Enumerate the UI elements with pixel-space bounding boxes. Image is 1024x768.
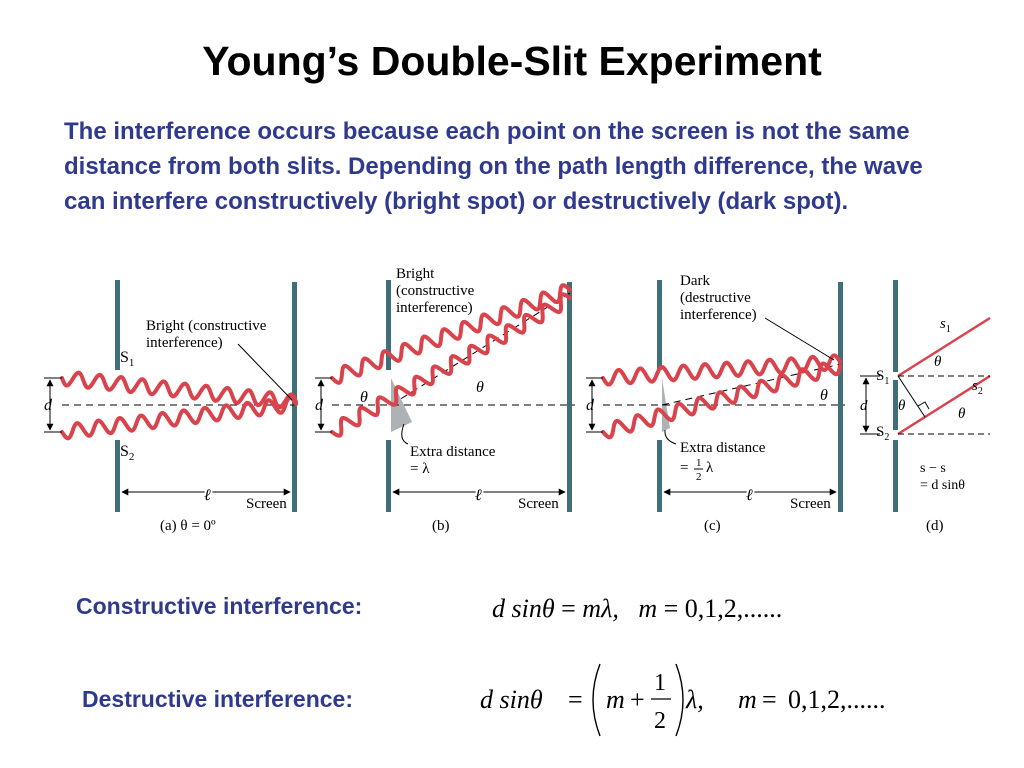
panel-a-caption: (a) θ = 0º <box>160 518 216 534</box>
panel-b: Bright (constructive interference) θ θ d E… <box>315 266 575 534</box>
destructive-eq: = <box>568 685 583 714</box>
panel-d-theta-c: θ <box>958 406 966 422</box>
panel-c-barrier-bottom <box>657 440 662 512</box>
panel-a-barrier-top <box>115 280 120 370</box>
constructive-rhs: mλ, <box>582 594 619 623</box>
panel-d-ray-s2 <box>897 374 991 436</box>
page-title: Young’s Double-Slit Experiment <box>202 38 822 84</box>
experiment-diagram: Bright (constructive interference) S1 S2 … <box>44 266 991 534</box>
destructive-values: 0,1,2,...... <box>788 685 886 714</box>
panel-d-barrier-top <box>893 280 898 372</box>
panel-c-extra-num: 1 <box>696 457 702 469</box>
destructive-lhs: d sin <box>480 685 530 714</box>
panel-c-pointer <box>764 317 835 361</box>
panel-d-right-angle <box>917 401 930 410</box>
panel-d: s1 s2 θ θ θ S1 S2 d s − s = d sinθ (d) <box>860 280 991 534</box>
panel-b-caption: (b) <box>432 518 450 534</box>
panel-c-extra-pointer <box>664 429 677 445</box>
panel-b-ell-label: ℓ <box>475 487 482 504</box>
panel-c-annotation: Dark (destructive interference) <box>680 273 757 323</box>
panel-b-barrier-top <box>386 280 391 370</box>
constructive-formula: d sinθ = mλ, m = 0,1,2,...... <box>492 594 782 624</box>
panel-b-d-label: d <box>315 397 324 414</box>
panel-a-wave-top <box>60 370 298 410</box>
panel-a-wave-bottom <box>60 395 298 441</box>
panel-c-extra-suffix: λ <box>706 460 714 476</box>
panel-a-ell-label: ℓ <box>204 487 211 504</box>
destructive-eq2: = <box>762 685 777 714</box>
destructive-m2: m <box>738 685 757 714</box>
panel-d-S1: S1 <box>876 368 889 387</box>
panel-d-perpendicular <box>897 375 926 418</box>
panel-c: Dark (destructive interference) θ d Extra … <box>586 273 845 534</box>
panel-a-pointer <box>237 343 293 401</box>
panel-a-s2: S2 <box>120 443 134 463</box>
constructive-values: 0,1,2,...... <box>684 594 783 623</box>
panel-c-extra-line1: Extra distance <box>680 440 766 456</box>
panel-d-theta-a: θ <box>934 354 942 370</box>
panel-c-screen <box>838 282 843 512</box>
panel-c-ell-label: ℓ <box>746 487 753 504</box>
panel-a-d-label: d <box>44 397 53 414</box>
destructive-theta: θ <box>530 685 543 714</box>
panel-b-screen-label: Screen <box>518 496 559 512</box>
intro-paragraph: The interference occurs because each poi… <box>64 118 923 215</box>
panel-b-extra: Extra distance = λ <box>410 444 496 477</box>
panel-d-diff: s − s = d sinθ <box>920 461 965 493</box>
panel-d-barrier-middle <box>893 380 898 430</box>
destructive-plus: + <box>630 685 645 714</box>
panel-b-theta-right: θ <box>476 379 484 396</box>
constructive-m: m <box>638 594 658 623</box>
destructive-paren-left <box>592 663 601 737</box>
panel-c-d-label: d <box>586 397 595 414</box>
panel-d-s2-label: s2 <box>972 378 983 397</box>
panel-a-annotation: Bright (constructive interference) <box>146 318 267 351</box>
panel-c-caption: (c) <box>704 518 721 534</box>
panel-c-theta-right: θ <box>820 387 828 404</box>
panel-a-barrier-bottom <box>115 440 120 512</box>
panel-a-screen-label: Screen <box>246 496 287 512</box>
destructive-paren-right <box>675 663 684 737</box>
panel-d-ray-s1 <box>897 316 991 378</box>
panel-d-s1-label: s1 <box>940 316 951 335</box>
panel-a-s1: S1 <box>120 349 134 369</box>
panel-b-barrier-bottom <box>386 440 391 512</box>
panel-b-annotation: Bright (constructive interference) <box>396 266 475 316</box>
panel-c-wave-bottom <box>601 361 842 440</box>
panel-a: Bright (constructive interference) S1 S2 … <box>44 280 300 534</box>
panel-d-S2: S2 <box>876 424 889 443</box>
panel-b-wave-bottom <box>330 292 572 438</box>
panel-d-barrier-bottom <box>893 440 898 512</box>
panel-c-extra-den: 2 <box>696 471 702 483</box>
destructive-label: Destructive interference: <box>82 686 353 712</box>
constructive-lhs: d sin <box>492 594 542 623</box>
panel-c-barrier-top <box>657 280 662 370</box>
destructive-lambda: λ, <box>685 685 704 714</box>
panel-d-caption: (d) <box>926 518 944 534</box>
panel-d-theta-b: θ <box>898 398 906 414</box>
panel-b-wave-top <box>330 283 572 385</box>
panel-b-extra-pointer <box>401 423 409 445</box>
panel-b-screen <box>567 282 572 512</box>
constructive-theta: θ <box>541 594 555 623</box>
svg-text:d sinθ: d sinθ <box>480 685 543 714</box>
constructive-eq2: = <box>663 594 679 623</box>
constructive-eq: = <box>561 594 576 623</box>
constructive-label: Constructive interference: <box>76 593 363 619</box>
panel-c-extra-prefix: = <box>680 460 688 476</box>
panel-b-theta-left: θ <box>360 389 368 406</box>
destructive-num: 1 <box>654 670 666 696</box>
destructive-m: m <box>606 685 625 714</box>
panel-d-d-label: d <box>860 398 868 414</box>
panel-c-screen-label: Screen <box>790 496 831 512</box>
panel-c-theta-line <box>661 363 842 406</box>
destructive-den: 2 <box>654 708 666 734</box>
